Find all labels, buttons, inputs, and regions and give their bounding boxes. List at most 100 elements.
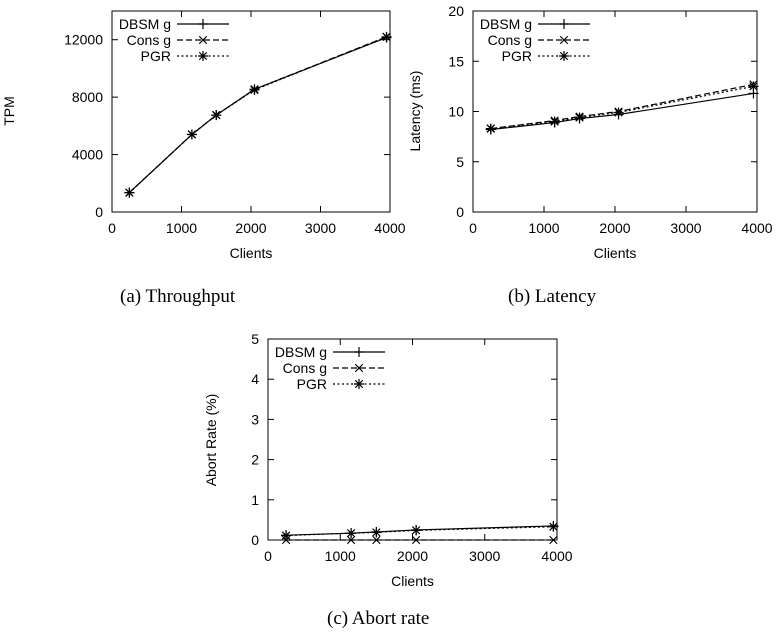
abort-rate-data-point	[411, 535, 421, 545]
latency-data-point-d2	[575, 113, 584, 122]
latency-data-point	[613, 107, 624, 118]
latency-y-tick-label: 20	[448, 3, 464, 19]
latency-data-point	[549, 116, 560, 127]
abort-rate-y-tick-label: 5	[251, 331, 259, 347]
throughput-data-point	[211, 110, 222, 121]
latency-y-tick-label: 10	[448, 104, 464, 120]
abort-rate-legend-marker-d2	[354, 363, 364, 373]
throughput-series-line	[128, 36, 387, 194]
throughput-legend-marker	[198, 51, 208, 61]
abort-rate-data-point-d2	[549, 522, 558, 531]
latency-data-point-d2	[550, 117, 559, 126]
abort-rate-data-point	[548, 521, 559, 532]
abort-rate-legend-label: PGR	[297, 376, 327, 392]
throughput-legend-label: DBSM g	[119, 16, 171, 32]
abort-rate-x-axis-label: Clients	[391, 573, 434, 589]
abort-rate-x-tick-label: 2000	[397, 548, 428, 564]
abort-rate-data-point	[549, 535, 558, 545]
throughput-x-tick-label: 4000	[374, 220, 405, 236]
throughput-legend-marker-d2	[198, 51, 208, 61]
throughput-legend-marker-d2	[198, 35, 208, 45]
throughput-legend-label: PGR	[141, 48, 171, 64]
throughput-data-point-d2	[187, 130, 197, 139]
latency-x-tick-label: 4000	[741, 220, 772, 236]
abort-rate-data-point-d2	[281, 531, 291, 540]
caption-latency: (b) Latency	[508, 286, 597, 307]
throughput-y-tick-label: 4000	[72, 147, 103, 163]
latency-y-tick-label: 0	[456, 204, 464, 220]
latency-data-point	[748, 81, 759, 92]
throughput-data-point-d2	[250, 85, 259, 95]
latency-data-point	[485, 123, 496, 134]
abort-rate-legend-marker	[354, 347, 364, 357]
abort-rate-data-point	[346, 535, 356, 545]
throughput-series-pgr	[124, 31, 392, 198]
abort-rate-data-point-d2	[346, 535, 356, 545]
latency-data-point	[574, 112, 585, 123]
latency-y-tick-label: 5	[456, 154, 464, 170]
abort-rate-data-point-d2	[372, 528, 381, 537]
abort-rate-x-tick-label: 3000	[469, 548, 500, 564]
throughput-data-point-d2	[212, 110, 221, 120]
latency-x-tick-label: 3000	[670, 220, 701, 236]
throughput-legend-label: Cons g	[127, 32, 171, 48]
abort-rate-y-tick-label: 0	[251, 532, 259, 548]
latency-y-tick-label: 15	[448, 53, 464, 69]
abort-rate-data-point-d2	[346, 528, 356, 538]
latency-legend-marker-d2	[559, 35, 569, 45]
abort-rate-y-tick-label: 3	[251, 411, 259, 427]
latency-x-tick-label: 1000	[528, 220, 559, 236]
latency-legend-marker	[559, 19, 569, 29]
latency-series-line	[490, 83, 754, 130]
latency-series-dbsm-g	[485, 88, 759, 135]
latency-x-tick-label: 2000	[599, 220, 630, 236]
abort-rate-y-tick-label: 4	[251, 371, 259, 387]
latency-y-axis-label: Latency (ms)	[407, 71, 423, 152]
abort-rate-legend-marker-d2	[354, 379, 364, 389]
abort-rate-legend-marker	[354, 379, 364, 389]
abort-rate-data-point-d2	[411, 526, 421, 535]
abort-rate-legend-label: Cons g	[283, 360, 327, 376]
abort-rate-data-point	[411, 525, 422, 536]
throughput-y-tick-label: 12000	[64, 32, 103, 48]
abort-rate-y-tick-label: 2	[251, 452, 259, 468]
throughput-x-tick-label: 3000	[305, 220, 336, 236]
throughput-x-tick-label: 0	[108, 220, 116, 236]
latency-legend-marker	[559, 35, 569, 45]
abort-rate-data-point-d2	[372, 535, 381, 545]
abort-rate-x-tick-label: 0	[264, 548, 272, 564]
throughput-data-point	[381, 31, 392, 42]
throughput-data-point	[186, 129, 197, 140]
latency-legend-label: Cons g	[488, 32, 532, 48]
abort-rate-y-tick-label: 1	[251, 492, 259, 508]
throughput-legend-marker	[198, 35, 208, 45]
abort-rate-x-tick-label: 4000	[541, 548, 572, 564]
latency-legend-marker-d2	[559, 51, 569, 61]
abort-rate-legend-label: DBSM g	[275, 344, 327, 360]
latency-data-point-d2	[749, 82, 758, 91]
abort-rate-data-point-d2	[549, 535, 558, 545]
abort-rate-series-pgr	[281, 521, 559, 541]
latency-data-point-d2	[486, 124, 495, 133]
abort-rate-data-point	[371, 527, 382, 538]
throughput-data-point-d2	[382, 32, 391, 42]
abort-rate-x-tick-label: 1000	[325, 548, 356, 564]
throughput-x-tick-label: 2000	[235, 220, 266, 236]
latency-series-pgr	[485, 81, 759, 134]
throughput-legend-marker	[198, 19, 208, 29]
throughput-data-point	[124, 187, 135, 198]
throughput-y-axis-label: TPM	[1, 96, 17, 126]
latency-data-point-d2	[614, 108, 623, 117]
throughput-x-axis-label: Clients	[230, 245, 273, 261]
throughput-x-tick-label: 1000	[166, 220, 197, 236]
latency-legend-label: PGR	[502, 48, 532, 64]
abort-rate-data-point	[346, 528, 357, 539]
latency-x-tick-label: 0	[469, 220, 477, 236]
latency-legend-label: DBSM g	[480, 16, 532, 32]
caption-abort-rate: (c) Abort rate	[327, 608, 430, 629]
abort-rate-legend-marker	[354, 363, 364, 373]
throughput-y-tick-label: 8000	[72, 89, 103, 105]
abort-rate-y-axis-label: Abort Rate (%)	[203, 394, 219, 487]
abort-rate-data-point-d2	[411, 535, 421, 545]
